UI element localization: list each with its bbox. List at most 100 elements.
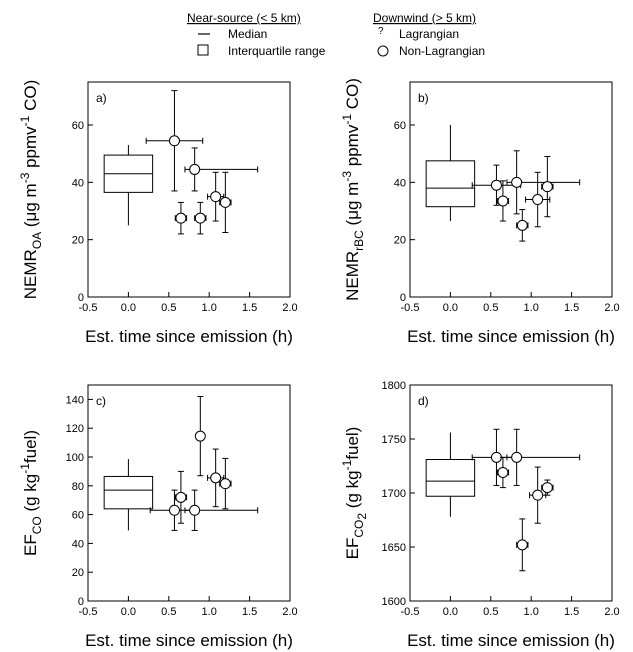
data-point-3	[174, 201, 188, 235]
point-marker	[194, 212, 206, 224]
data-point-3	[174, 470, 188, 524]
panel-label: b)	[418, 91, 429, 105]
chart-panel-d: -0.5 0.0 0.5 1.0 1.5 2.0 1600 1650 1700 1750 1800 d…	[340, 380, 620, 650]
y-tick-label: 60	[72, 510, 84, 522]
point-marker	[210, 191, 222, 203]
plot-frame	[409, 81, 613, 298]
y-label-text: (μg m	[21, 183, 40, 232]
y-tick-label: 1800	[382, 380, 406, 392]
y-label-main: NEMR	[21, 249, 40, 299]
y-label-main: EF	[21, 534, 40, 556]
data-point-2	[506, 428, 581, 486]
y-tick-label: 40	[72, 177, 84, 189]
data-point-5	[529, 466, 547, 524]
y-label-subscript-2: 2	[355, 513, 369, 520]
plot-frame	[87, 81, 291, 298]
y-tick-label: 80	[72, 481, 84, 493]
x-tick-label: -0.5	[401, 302, 420, 314]
data-point-2	[184, 489, 259, 531]
legend-heading-downwind: Downwind (> 5 km)	[373, 11, 476, 25]
x-tick-label: 0.0	[121, 302, 136, 314]
y-label-text-2: ppmv	[343, 124, 362, 171]
y-label-superscript-2: -1	[18, 115, 32, 126]
legend-non-lagrangian-marker	[377, 45, 389, 57]
y-tick-label: 20	[72, 235, 84, 247]
box-iqr	[103, 475, 154, 510]
y-label-subscript: rBC	[352, 230, 366, 251]
x-tick-label: 1.5	[242, 606, 257, 618]
y-label-text-2: fuel)	[21, 430, 40, 463]
x-tick-label: 0.5	[161, 606, 176, 618]
chart-panel-c: -0.5 0.0 0.5 1.0 1.5 2.0 0 20 40 60 80 100 120 140 c) E…	[18, 384, 298, 650]
point-marker	[532, 489, 544, 501]
point-marker	[168, 135, 180, 147]
y-axis-label: NEMROA (μg m-3 ppmv-1 CO)	[18, 80, 44, 299]
y-tick-label: 60	[394, 120, 406, 132]
point-marker	[210, 472, 222, 484]
y-tick-label: 20	[394, 235, 406, 247]
data-point-4	[516, 209, 529, 242]
legend: Near-source (< 5 km) Median Interquartil…	[187, 11, 485, 58]
y-label-superscript: -1	[18, 463, 32, 474]
y-tick-label: 1750	[382, 434, 406, 446]
x-tick-label: 0.5	[161, 302, 176, 314]
x-tick-label: -0.5	[79, 606, 98, 618]
x-tick-label: 2.0	[604, 606, 619, 618]
y-tick-label: 1600	[382, 596, 406, 608]
legend-item-median: Median	[228, 27, 267, 41]
data-point-5	[207, 171, 225, 222]
y-label-text-2: fuel)	[343, 427, 362, 460]
y-axis-label: NEMRrBC (μg m-3 ppmv-1 CO)	[340, 78, 366, 301]
y-label-main: EF	[343, 538, 362, 560]
y-axis-label: EFCO2 (g kg-1fuel)	[340, 427, 369, 560]
data-point-3	[496, 180, 510, 222]
data-point-2	[184, 147, 259, 192]
y-label-subscript: CO	[352, 520, 366, 538]
x-tick-label: 1.0	[524, 606, 539, 618]
y-label-superscript: -3	[18, 172, 32, 183]
plot-frame	[87, 384, 291, 602]
y-tick-label: 40	[394, 177, 406, 189]
x-tick-label: 1.0	[202, 302, 217, 314]
x-tick-label: 1.5	[242, 302, 257, 314]
x-axis-label: Est. time since emission (h)	[85, 327, 293, 346]
data-point-4	[194, 201, 207, 235]
y-tick-label: 0	[400, 292, 406, 304]
point-marker	[511, 451, 523, 463]
point-marker	[175, 212, 187, 224]
y-label-text: (g kg	[21, 474, 40, 517]
data-point-6	[541, 156, 554, 218]
y-tick-label: 1650	[382, 542, 406, 554]
legend-item-iqr: Interquartile range	[228, 44, 326, 58]
x-tick-label: 2.0	[282, 606, 297, 618]
point-marker	[541, 181, 553, 193]
x-tick-label: 1.5	[564, 302, 579, 314]
x-tick-label: 2.0	[604, 302, 619, 314]
data-point-6	[219, 457, 232, 510]
x-axis-label: Est. time since emission (h)	[407, 327, 615, 346]
point-marker	[532, 194, 544, 206]
y-tick-label: 60	[72, 120, 84, 132]
point-marker	[168, 504, 180, 516]
box-iqr	[425, 160, 476, 208]
panel-label: a)	[96, 91, 107, 105]
data-point-5	[207, 448, 225, 508]
point-marker	[516, 539, 528, 551]
x-axis-label: Est. time since emission (h)	[85, 631, 293, 650]
y-tick-label: 0	[78, 292, 84, 304]
x-tick-label: -0.5	[79, 302, 98, 314]
x-tick-label: 1.0	[524, 302, 539, 314]
legend-lagrangian-marker: ?	[378, 26, 384, 37]
point-marker	[497, 195, 509, 207]
data-point-2	[506, 150, 581, 215]
x-tick-label: 1.5	[564, 606, 579, 618]
y-tick-label: 0	[78, 596, 84, 608]
data-point-4	[194, 396, 206, 477]
point-marker	[189, 504, 201, 516]
panel-label: c)	[96, 394, 106, 408]
data-point-5	[525, 171, 551, 228]
y-label-superscript-2: -1	[340, 114, 354, 125]
point-marker	[219, 478, 231, 490]
point-marker	[490, 179, 502, 191]
